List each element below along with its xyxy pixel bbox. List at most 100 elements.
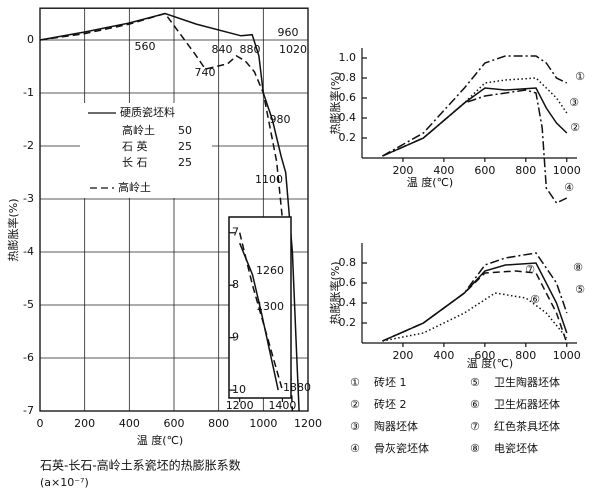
series-line <box>382 292 568 342</box>
legend-label: 卫生陶器坯体 <box>494 375 560 389</box>
series-label: ⑧ <box>573 261 583 274</box>
x-tick-label: 1000 <box>553 349 581 362</box>
y-tick-label: 0.2 <box>339 131 357 144</box>
x-tick-label: 1000 <box>553 164 581 177</box>
legend-symbol: ③ <box>350 420 360 433</box>
x-tick-label: 800 <box>208 417 229 430</box>
annotation: 1300 <box>256 300 284 313</box>
y-tick-label: -4 <box>23 245 34 258</box>
y-tick-label: 0.4 <box>339 296 357 309</box>
series-line <box>382 89 568 204</box>
y-tick-label: 7 <box>232 226 239 239</box>
series-label: ② <box>570 121 580 134</box>
legend-symbol: ⑥ <box>470 398 480 411</box>
x-tick-label: 800 <box>515 164 536 177</box>
y-tick-label: 8 <box>232 278 239 291</box>
x-tick-label: 400 <box>433 164 454 177</box>
legend-symbol: ⑤ <box>470 376 480 389</box>
caption-note: (a×10⁻⁷) <box>40 476 89 489</box>
x-tick-label: 1400 <box>268 399 296 412</box>
chart: 1200 1400 7 8 9 10 <box>226 216 296 412</box>
x-tick-label: 1200 <box>294 417 322 430</box>
series-line <box>382 55 568 157</box>
composition-value: 25 <box>178 156 192 169</box>
y-tick-label: 0.6 <box>339 91 357 104</box>
legend-label: 骨灰瓷坯体 <box>374 441 429 455</box>
series-line <box>382 87 568 157</box>
y-tick-label: 1.0 <box>339 51 357 64</box>
composition-name: 高岭土 <box>122 123 155 137</box>
annotation: 740 <box>195 66 216 79</box>
x-tick-label: 200 <box>74 417 95 430</box>
y-tick-label: 0 <box>27 33 34 46</box>
chart: 200 400 600 800 1000 0.2 0.4 0.6 0.8 1.0 热膨胀率(%) 温 … <box>328 48 581 204</box>
plot-frame <box>228 216 292 399</box>
x-tick-label: 400 <box>119 417 140 430</box>
legend-symbol: ② <box>350 398 360 411</box>
x-tick-label: 600 <box>474 164 495 177</box>
y-tick-label: 0.4 <box>339 111 357 124</box>
annotation: 960 <box>278 26 299 39</box>
y-tick-label: -2 <box>23 139 34 152</box>
legend-symbol: ⑧ <box>470 442 480 455</box>
composition-value: 25 <box>178 140 192 153</box>
legend-label: 硬质瓷坯料 <box>120 105 175 119</box>
composition-name: 石 英 <box>122 139 148 153</box>
x-tick-label: 1200 <box>226 399 254 412</box>
series-line <box>382 270 568 344</box>
x-tick-label: 200 <box>392 164 413 177</box>
y-tick-label: 10 <box>232 383 246 396</box>
series-label: ④ <box>564 181 574 194</box>
y-tick-label: 0.8 <box>339 256 357 269</box>
x-axis-label: 温 度(℃) <box>407 175 453 189</box>
series-label: ⑦ <box>525 263 535 276</box>
annotation: 560 <box>135 40 156 53</box>
x-tick-label: 0 <box>37 417 44 430</box>
series-label: ⑤ <box>575 283 585 296</box>
legend-label: 砖坯 2 <box>374 397 407 411</box>
y-tick-label: -7 <box>23 404 34 417</box>
legend-symbol: ⑦ <box>470 420 480 433</box>
caption-title: 石英-长石-高岭土系瓷坯的热膨胀系数 <box>40 458 241 473</box>
legend-label: 砖坯 1 <box>374 375 407 389</box>
annotation: 980 <box>270 113 291 126</box>
legend-label: 电瓷坯体 <box>494 441 538 455</box>
annotation: 1020 <box>279 43 307 56</box>
annotation: 840 <box>212 43 233 56</box>
legend-symbol: ④ <box>350 442 360 455</box>
y-tick-label: 0.6 <box>339 276 357 289</box>
series-line <box>238 232 284 391</box>
series-line <box>382 252 568 342</box>
y-axis-label: 热膨胀率(%) <box>6 198 20 261</box>
series-label: ① <box>575 70 585 83</box>
legend-label: 高岭土 <box>118 180 151 194</box>
series-label: ⑥ <box>530 293 540 306</box>
x-axis-label: 温 度(℃) <box>137 433 183 447</box>
y-axis-label: 热膨胀率(%) <box>328 71 342 134</box>
annotation: 1380 <box>283 381 311 394</box>
composition-name: 长 石 <box>122 156 148 169</box>
annotation: 1260 <box>256 264 284 277</box>
y-axis-label: 热膨胀率(%) <box>328 261 342 324</box>
y-tick-label: 9 <box>232 331 239 344</box>
x-tick-label: 600 <box>474 349 495 362</box>
composition-value: 50 <box>178 124 192 137</box>
x-tick-label: 800 <box>515 349 536 362</box>
legend-symbol: ① <box>350 376 360 389</box>
legend-label: 红色茶具坯体 <box>494 419 560 433</box>
legend-label: 卫生炻器坯体 <box>494 397 560 411</box>
y-tick-label: 0.8 <box>339 71 357 84</box>
x-tick-label: 600 <box>164 417 185 430</box>
x-tick-label: 200 <box>392 349 413 362</box>
x-tick-label: 400 <box>433 349 454 362</box>
chart: 0 200 400 600 800 1000 1200 0 -1 -2 -3 -4 -5 -6 -7 热膨胀率… <box>6 7 322 447</box>
y-tick-label: -6 <box>23 351 34 364</box>
x-tick-label: 1000 <box>249 417 277 430</box>
x-axis-label: 温 度(℃) <box>467 356 513 370</box>
y-tick-label: -3 <box>23 192 34 205</box>
annotation: 1100 <box>255 173 283 186</box>
